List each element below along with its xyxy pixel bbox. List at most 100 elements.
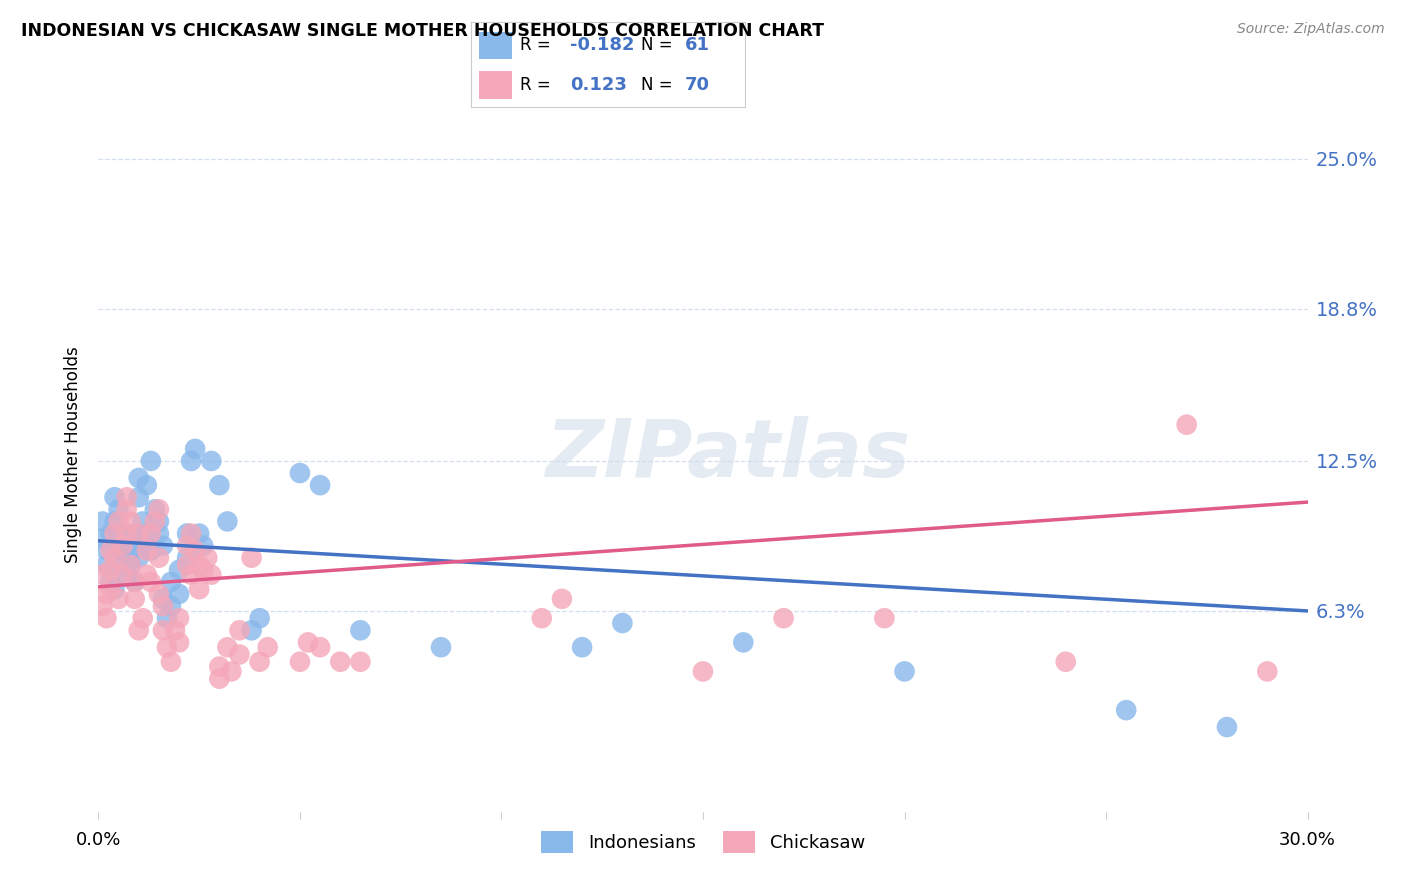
Point xyxy=(430,640,453,655)
Point xyxy=(103,550,125,565)
Point xyxy=(120,515,142,529)
Text: N =: N = xyxy=(641,37,672,54)
Point xyxy=(571,640,593,655)
Point xyxy=(180,526,202,541)
Point xyxy=(91,532,114,546)
Point xyxy=(139,543,162,558)
Point xyxy=(221,665,243,679)
Point xyxy=(349,624,371,638)
Point xyxy=(249,655,271,669)
Text: ZIPatlas: ZIPatlas xyxy=(544,416,910,494)
Point xyxy=(143,515,166,529)
Point xyxy=(612,615,634,630)
Text: 70: 70 xyxy=(685,76,710,94)
Point xyxy=(530,611,553,625)
Point xyxy=(143,502,166,516)
Point xyxy=(160,655,183,669)
Point xyxy=(156,611,179,625)
Point xyxy=(96,611,118,625)
Point xyxy=(193,539,215,553)
Point xyxy=(1216,720,1239,734)
Point xyxy=(124,574,146,589)
Point xyxy=(128,490,150,504)
Point xyxy=(152,624,174,638)
Point xyxy=(208,672,231,686)
Point xyxy=(349,655,371,669)
Text: 30.0%: 30.0% xyxy=(1279,831,1336,849)
Point xyxy=(120,558,142,572)
Text: 0.123: 0.123 xyxy=(569,76,627,94)
Point xyxy=(100,543,122,558)
Point xyxy=(217,515,239,529)
Point xyxy=(115,490,138,504)
Point xyxy=(873,611,896,625)
Point xyxy=(160,574,183,589)
Point xyxy=(200,454,222,468)
Point xyxy=(139,574,162,589)
Point xyxy=(309,640,332,655)
Bar xyxy=(479,71,512,99)
Point xyxy=(240,624,263,638)
Legend: Indonesians, Chickasaw: Indonesians, Chickasaw xyxy=(534,823,872,860)
Bar xyxy=(479,31,512,59)
Point xyxy=(128,471,150,485)
Point xyxy=(120,558,142,572)
Y-axis label: Single Mother Households: Single Mother Households xyxy=(65,347,83,563)
Point xyxy=(188,526,211,541)
Point xyxy=(692,665,714,679)
Point xyxy=(103,515,125,529)
Point xyxy=(288,466,311,480)
Text: N =: N = xyxy=(641,76,672,94)
Point xyxy=(329,655,352,669)
Point xyxy=(160,599,183,613)
Point xyxy=(148,587,170,601)
Point xyxy=(249,611,271,625)
Point xyxy=(124,526,146,541)
Point xyxy=(309,478,332,492)
Point xyxy=(193,563,215,577)
Point xyxy=(152,599,174,613)
Text: -0.182: -0.182 xyxy=(569,37,634,54)
Point xyxy=(111,558,134,572)
Point xyxy=(163,624,186,638)
Point xyxy=(297,635,319,649)
Point xyxy=(256,640,278,655)
Point xyxy=(115,502,138,516)
Point xyxy=(128,550,150,565)
Point xyxy=(176,558,198,572)
Point xyxy=(217,640,239,655)
Point xyxy=(120,543,142,558)
Point xyxy=(103,490,125,504)
Text: Source: ZipAtlas.com: Source: ZipAtlas.com xyxy=(1237,22,1385,37)
Point xyxy=(167,611,190,625)
Point xyxy=(139,526,162,541)
Point xyxy=(96,587,118,601)
Point xyxy=(180,454,202,468)
Point xyxy=(180,567,202,582)
Point xyxy=(132,515,155,529)
Text: 0.0%: 0.0% xyxy=(76,831,121,849)
Point xyxy=(107,515,129,529)
Point xyxy=(195,550,218,565)
Point xyxy=(208,659,231,673)
Point xyxy=(167,635,190,649)
Point xyxy=(96,543,118,558)
Point xyxy=(1175,417,1198,432)
Point xyxy=(167,587,190,601)
Point xyxy=(107,591,129,606)
Point xyxy=(152,539,174,553)
Point xyxy=(96,558,118,572)
Point xyxy=(733,635,755,649)
Point xyxy=(107,502,129,516)
Point xyxy=(551,591,574,606)
Point xyxy=(115,526,138,541)
Point xyxy=(135,526,157,541)
Point xyxy=(100,574,122,589)
Point xyxy=(176,550,198,565)
Point xyxy=(200,567,222,582)
Point xyxy=(893,665,915,679)
Point xyxy=(188,582,211,597)
Point xyxy=(100,582,122,597)
Point xyxy=(176,539,198,553)
Point xyxy=(1115,703,1137,717)
